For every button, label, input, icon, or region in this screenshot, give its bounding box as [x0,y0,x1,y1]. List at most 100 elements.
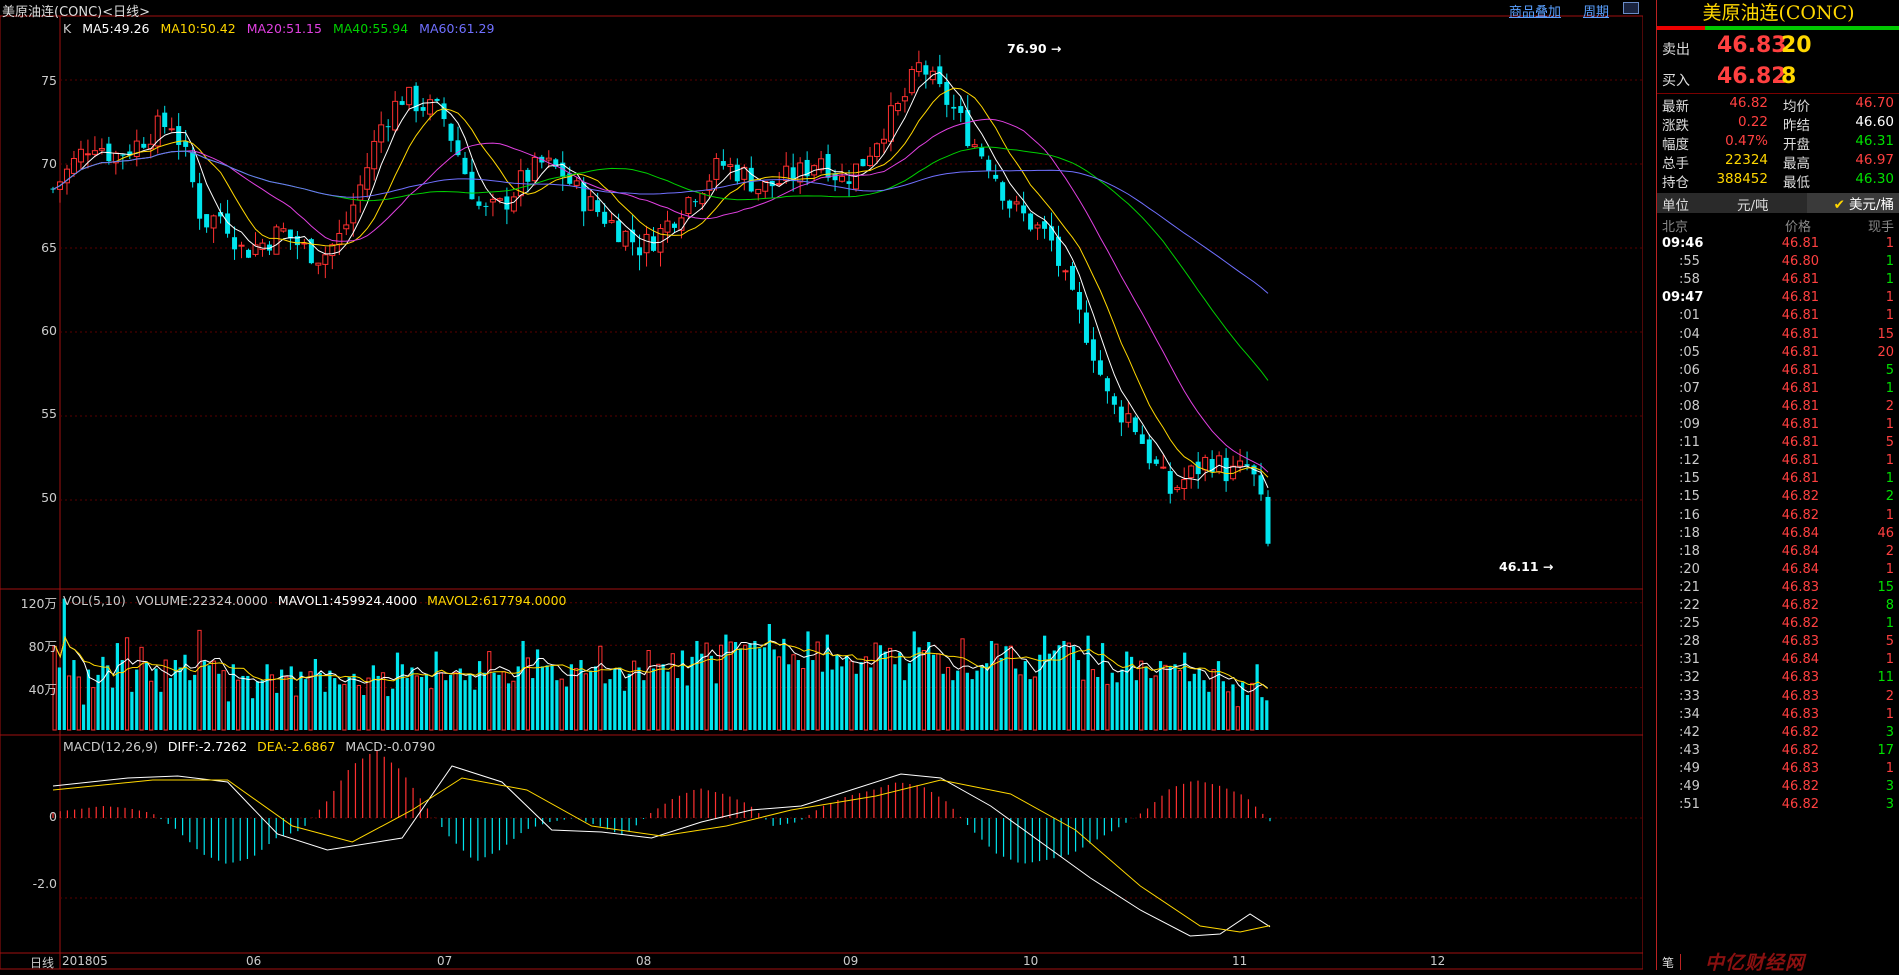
candle-body [84,153,91,156]
volume-bar [1153,675,1158,731]
volume-bar [405,678,409,730]
volume-bar [762,647,767,730]
volume-bar [236,679,241,731]
volume-bar [106,665,110,730]
tick-qty: 1 [1885,616,1894,632]
candle-body [567,173,573,184]
watermark-logo: 中亿财经网 [1705,952,1806,974]
volume-bar [352,673,356,730]
candle-body [280,228,287,232]
restore-window-button[interactable] [1623,2,1639,14]
volume-bar [728,641,733,731]
candle-body [1174,487,1181,491]
tick-row: :31 46.84 1 [1657,652,1899,672]
tick-row: :28 46.83 5 [1657,634,1899,654]
volume-bar [458,668,462,730]
volume-bar [139,646,144,731]
candle-body [204,214,210,228]
volume-bar [627,673,631,730]
volume-bar [163,659,168,731]
volume-bar [840,666,844,730]
volume-bar [424,673,429,730]
quote-label: 最低 [1783,175,1810,191]
volume-bar [1096,677,1100,730]
tick-time: :42 [1679,724,1700,740]
period-link[interactable]: 周期 [1583,5,1610,20]
volume-bar [661,664,665,730]
volume-bar [685,685,689,730]
tick-row: :08 46.81 2 [1657,399,1899,419]
volume-bar [506,683,511,730]
volume-bar [1047,653,1052,730]
tick-row: :33 46.83 2 [1657,689,1899,709]
tick-row: :20 46.84 1 [1657,562,1899,582]
volume-bar [463,680,467,730]
volume-bar [835,654,839,730]
candle-body [1160,466,1167,469]
candle-body [322,254,329,265]
unit-cny-option[interactable]: 元/吨 [1737,198,1769,214]
candle-body [1056,236,1062,266]
volume-bar [1250,682,1255,731]
tick-row: :01 46.81 1 [1657,308,1899,328]
tick-row: :43 46.82 17 [1657,743,1899,763]
candle-body [971,144,978,148]
candle-body [91,150,98,155]
tick-qty: 1 [1885,236,1894,251]
volume-bar [670,653,675,731]
volume-bar [279,669,284,730]
candle-body [77,148,84,163]
candle-body [168,128,175,131]
volume-bar [666,671,670,730]
volume-bar [869,667,873,730]
candle-body [1034,224,1041,229]
ma5-line [52,71,1269,489]
volume-bar [801,668,806,731]
volume-bar [579,660,583,730]
tick-price: 46.81 [1781,453,1819,469]
tick-qty: 3 [1885,797,1894,813]
tick-qty: 1 [1885,471,1894,487]
tick-price: 46.82 [1781,742,1819,758]
volume-bar [618,667,622,730]
tick-time: :12 [1679,453,1700,469]
candle-body [1028,213,1034,230]
volume-bar [275,692,279,730]
kline-chart-area[interactable]: 美原油连(CONC)<日线> 商品叠加 周期 K MA5:49.26 MA10:… [0,0,1643,970]
candle-body [671,223,677,228]
volume-bar [825,634,829,730]
tick-tab[interactable]: 笔 [1656,954,1681,970]
macd-axis-label: -2.0 [32,876,57,891]
kline-chart-svg[interactable] [0,0,1643,970]
candle-body [1139,434,1145,444]
candle-body [63,168,70,184]
tick-qty: 1 [1885,507,1894,523]
volume-bar [468,673,472,730]
volume-bar [356,684,361,731]
volume-bar [738,648,742,730]
volume-bar [101,656,105,730]
volume-bar [1004,646,1008,730]
volume-bar [555,680,559,730]
volume-bar [371,665,375,730]
period-daily-tab[interactable]: 日线 [30,956,55,970]
overlay-commodity-link[interactable]: 商品叠加 [1509,5,1562,20]
ma60-legend: MA60:61.29 [419,21,495,36]
volume-bar [718,644,724,731]
candle-body [406,86,413,106]
tick-time: :25 [1679,616,1700,632]
candle-body [232,237,238,250]
tick-price: 46.81 [1781,362,1819,378]
volume-bar [337,684,342,730]
volume-bar [1129,656,1134,730]
panel-title: 美原油连(CONC) [1702,2,1855,24]
volume-bar [1187,681,1192,730]
tick-qty: 1 [1885,380,1894,396]
tick-qty: 17 [1877,742,1894,758]
ma40-legend: MA40:55.94 [332,21,409,36]
unit-usd-option[interactable]: ✔ 美元/桶 [1807,193,1899,213]
macd-legend-name: MACD(12,26,9) [63,739,158,754]
candle-body [958,106,964,113]
candle-body [685,197,692,214]
candle-body [357,184,364,201]
